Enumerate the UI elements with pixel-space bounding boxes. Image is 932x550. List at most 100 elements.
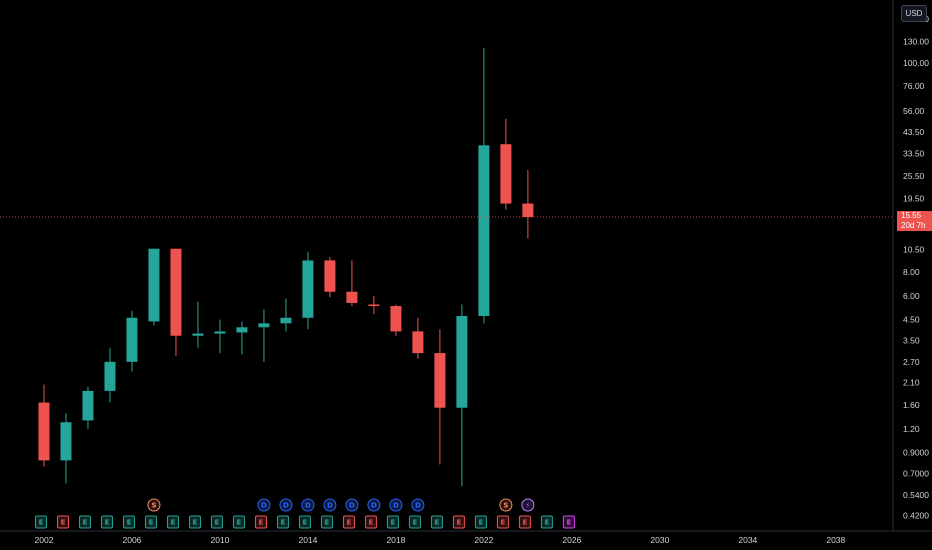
candle-body [280,317,292,324]
event-label: E [193,519,198,527]
candle-body [104,361,116,391]
time-tick-label: 2034 [738,535,757,545]
candle[interactable] [390,304,402,336]
candle[interactable] [126,310,138,372]
event-label: E [105,519,110,527]
candle[interactable] [280,298,292,332]
price-tick-label: 3.50 [903,335,920,345]
candle-body [126,317,138,362]
earnings-event-icon[interactable]: E [56,515,69,529]
candle[interactable] [104,347,116,403]
candle[interactable] [82,386,94,429]
earnings-event-icon[interactable]: E [166,515,179,529]
candle[interactable] [236,321,248,355]
price-tick-label: 1.20 [903,424,920,434]
dividend-event-icon[interactable]: D [279,498,293,512]
candle[interactable] [302,251,314,330]
earnings-event-icon[interactable]: E [122,515,135,529]
currency-button[interactable]: USD [901,5,927,22]
earnings-event-icon[interactable]: E [210,515,223,529]
candle[interactable] [170,248,182,356]
candle[interactable] [192,301,204,348]
events-layer: S D D D D D D D D S ⚡ E E E E E E E E E E E E E E E E E E E E E E E E E [34,498,575,529]
dividend-event-icon[interactable]: D [345,498,359,512]
event-label: E [149,519,154,527]
candle-body [82,390,94,421]
earnings-event-icon[interactable]: E [298,515,311,529]
earnings-event-icon[interactable]: E [496,515,509,529]
price-tick-label: 76.00 [903,81,925,91]
earnings-event-icon[interactable]: E [364,515,377,529]
split-event-icon[interactable]: S [499,498,513,512]
dividend-event-icon[interactable]: D [367,498,381,512]
event-label: E [127,519,132,527]
earnings-event-icon[interactable]: E [100,515,113,529]
price-tick-label: 43.50 [903,127,925,137]
earnings-event-icon[interactable]: E [342,515,355,529]
dividend-event-icon[interactable]: D [301,498,315,512]
earnings-event-icon[interactable]: E [518,515,531,529]
candle[interactable] [478,48,490,324]
candle[interactable] [324,256,336,298]
candle[interactable] [38,384,50,467]
earnings-event-icon[interactable]: E [452,515,465,529]
event-label: E [61,519,66,527]
event-label: D [305,502,311,510]
candle-body [456,315,468,408]
earnings-event-icon[interactable]: E [254,515,267,529]
candle[interactable] [60,413,72,484]
candle[interactable] [346,260,358,307]
earnings-event-icon[interactable]: E [78,515,91,529]
event-label: D [261,502,267,510]
earnings-event-icon[interactable]: E [474,515,487,529]
candle[interactable] [522,169,534,239]
split-event-icon[interactable]: S [147,498,161,512]
time-tick-label: 2002 [35,535,54,545]
price-tick-label: 0.7000 [903,468,929,478]
dividend-event-icon[interactable]: D [411,498,425,512]
candle[interactable] [500,118,512,210]
earnings-event-icon[interactable]: E [386,515,399,529]
candle-body [434,353,446,408]
candle[interactable] [456,304,468,487]
candle-body [192,333,204,336]
event-label: E [435,519,440,527]
time-tick-label: 2014 [298,535,317,545]
price-tick-label: 130.00 [903,36,929,46]
earnings-event-icon[interactable]: E [408,515,421,529]
candle[interactable] [214,319,226,354]
time-tick-label: 2038 [826,535,845,545]
candle[interactable] [148,248,160,326]
earnings-event-icon[interactable]: E [540,515,553,529]
flash-event-icon[interactable]: ⚡ [521,498,535,512]
earnings-event-icon[interactable]: E [232,515,245,529]
dividend-event-icon[interactable]: D [257,498,271,512]
dividend-event-icon[interactable]: D [389,498,403,512]
time-axis[interactable]: 2002 2006 2010 2014 2018 2022 2026 2030 2034 2038 [35,535,846,545]
candle-body [324,260,336,292]
earnings-event-icon[interactable]: E [144,515,157,529]
event-label: E [544,519,549,527]
event-label: E [413,519,418,527]
price-tick-label: 56.00 [903,106,925,116]
earnings-event-icon[interactable]: E [430,515,443,529]
candle[interactable] [412,317,424,359]
earnings-event-icon[interactable]: E [562,515,575,529]
dividend-event-icon[interactable]: D [323,498,337,512]
earnings-event-icon[interactable]: E [188,515,201,529]
earnings-event-icon[interactable]: E [320,515,333,529]
event-label: E [281,519,286,527]
candle-body [368,304,380,307]
time-tick-label: 2010 [210,535,229,545]
earnings-event-icon[interactable]: E [34,515,47,529]
candle[interactable] [434,329,446,465]
price-tick-label: 0.4200 [903,511,929,521]
candle[interactable] [258,309,270,362]
candle-body [170,248,182,336]
event-label: D [349,502,355,510]
event-label: E [347,519,352,527]
candle[interactable] [368,295,380,315]
earnings-event-icon[interactable]: E [276,515,289,529]
candle-body [148,248,160,322]
